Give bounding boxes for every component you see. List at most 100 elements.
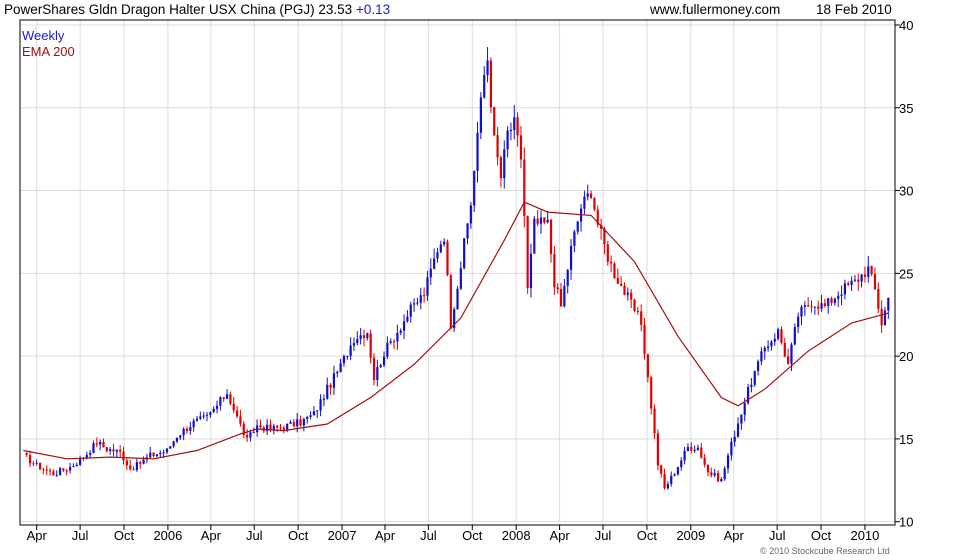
candle [419,287,422,310]
y-tick-label: 25 [899,266,913,281]
candle [426,270,429,302]
candle [690,442,693,454]
x-tick-label: Jul [246,528,263,543]
candle [663,468,666,490]
candle [389,338,392,345]
candle [436,247,439,263]
candle [382,351,386,368]
candle [366,332,369,341]
candle [319,394,322,417]
plot-frame [19,19,896,526]
candle [245,428,249,443]
candle [620,275,623,287]
x-tick-label: Jul [420,528,437,543]
candle [817,300,820,316]
candle [336,370,339,378]
candle [616,268,619,285]
grid [20,20,895,525]
copyright: © 2010 Stockcube Research Ltd [760,546,890,556]
candle [713,468,716,478]
last-price: 23.53 [318,2,353,17]
candle [820,294,823,312]
candle [716,470,720,483]
candle [660,464,663,478]
candle [696,444,700,451]
candle [516,112,519,147]
candle [463,238,466,270]
candle [155,454,159,458]
candle [45,465,48,476]
candle [723,466,726,481]
candle [332,365,336,395]
candle [159,450,162,458]
candle [342,354,346,367]
candle [215,400,219,414]
candle [489,57,492,114]
candle [493,106,496,137]
candle [309,411,312,420]
candle [569,239,573,280]
candle [576,220,579,235]
candle [756,359,760,376]
candle [449,274,452,330]
candle [299,415,302,427]
candle [506,126,509,158]
candle [700,442,703,459]
candle [232,396,235,414]
candle [519,126,523,169]
candle [509,122,513,141]
candle [102,438,105,448]
candle [596,205,599,228]
candle [606,240,609,266]
candle [593,197,596,212]
candle [89,449,92,459]
candle [873,267,877,290]
candle [803,301,806,316]
candle [68,462,72,474]
candle [115,449,118,458]
candle [793,323,796,346]
candle [282,425,285,434]
candle [132,466,135,471]
candle [810,300,813,313]
y-tick-label: 35 [899,101,913,116]
candle [95,437,98,448]
candle [139,460,142,469]
candle [75,462,78,467]
candle [676,466,680,476]
candle [777,327,780,341]
candle [476,121,479,183]
candle [202,411,205,420]
candle [586,184,589,201]
candle [222,396,225,402]
candle [870,265,873,277]
x-tick-label: Apr [27,528,48,543]
candle [65,468,68,476]
candle [259,419,262,429]
candle [736,417,740,438]
candle [526,215,529,294]
candle [456,285,459,310]
candle [640,304,643,332]
candle [189,421,192,435]
candles [25,47,890,490]
candle [813,306,816,315]
candle [650,375,653,415]
x-tick-label: Apr [201,528,222,543]
x-tick-label: Oct [114,528,135,543]
candle [406,310,409,323]
candle [205,412,209,422]
candle [276,425,279,433]
chart-date: 18 Feb 2010 [816,2,892,17]
x-tick-label: 2008 [502,528,531,543]
candle [52,469,55,476]
candle [175,437,179,444]
candle [523,147,526,228]
candle [867,256,870,283]
candle [720,477,723,482]
candle [513,105,516,140]
candle [316,409,319,419]
candle [730,437,733,461]
candle [169,446,172,450]
